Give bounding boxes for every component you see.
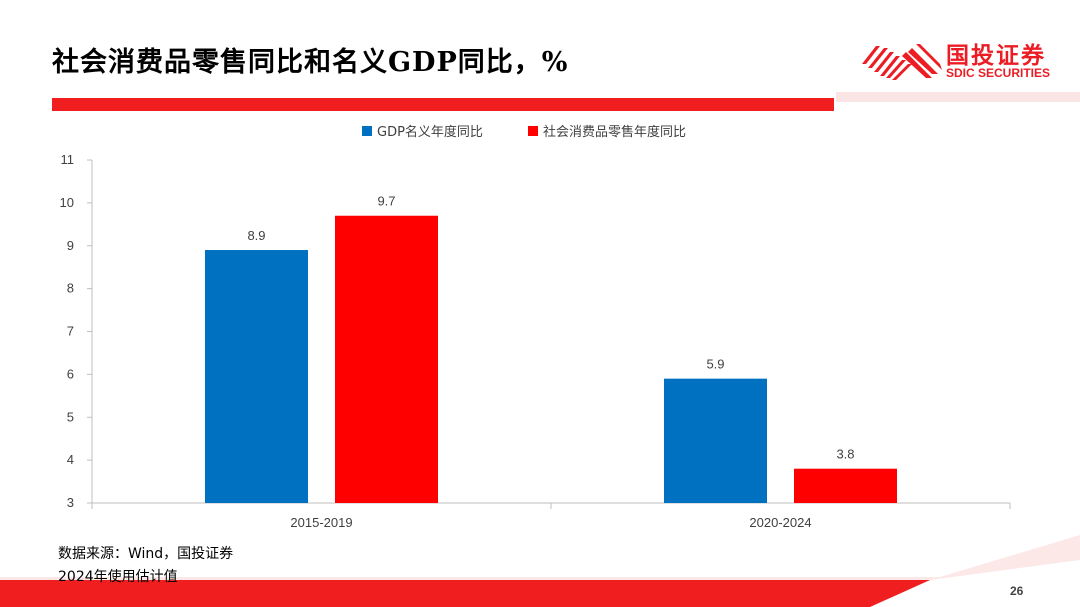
logo-icon [862,44,942,80]
y-tick-label: 8 [67,281,74,296]
estimate-note: 2024年使用估计值 [58,569,178,585]
title-underline [52,98,834,111]
y-tick-label: 7 [67,324,74,339]
data-source-note: 数据来源：Wind，国投证券 [58,546,234,562]
data-label: 3.8 [836,447,854,462]
page-title: 社会消费品零售同比和名义GDP同比，% [52,47,569,78]
data-label: 5.9 [706,357,724,372]
logo-text-chinese: 国投证券 [946,43,1046,69]
legend-swatch [362,126,372,136]
data-label: 8.9 [247,228,265,243]
bar [335,215,438,504]
logo-text-english: SDIC SECURITIES [946,66,1051,80]
bars-group: 8.9 9.7 5.9 3.8 [205,194,897,504]
legend-label: GDP名义年度同比 [377,124,483,140]
bar [794,468,897,503]
bar [205,250,308,503]
y-tick-label: 4 [67,452,74,467]
x-tick-label: 2015-2019 [290,515,352,530]
y-tick-label: 6 [67,366,74,381]
y-tick-label: 10 [60,195,74,210]
title-underline-accent [836,92,1080,102]
y-tick-label: 9 [67,238,74,253]
bar-chart: GDP名义年度同比 社会消费品零售年度同比 3 4 5 6 7 8 9 10 11 2015-20… [60,124,1011,530]
legend-swatch [528,126,538,136]
legend-label: 社会消费品零售年度同比 [543,124,686,140]
footer-decoration [0,535,1080,607]
page-number: 26 [1010,584,1024,598]
y-axis: 3 4 5 6 7 8 9 10 11 [60,152,93,510]
y-tick-label: 3 [67,495,74,510]
data-label: 9.7 [377,194,395,209]
chart-legend: GDP名义年度同比 社会消费品零售年度同比 [362,124,686,140]
bar [664,378,767,503]
y-tick-label: 5 [67,409,74,424]
x-tick-label: 2020-2024 [749,515,811,530]
y-tick-label: 11 [61,152,75,167]
